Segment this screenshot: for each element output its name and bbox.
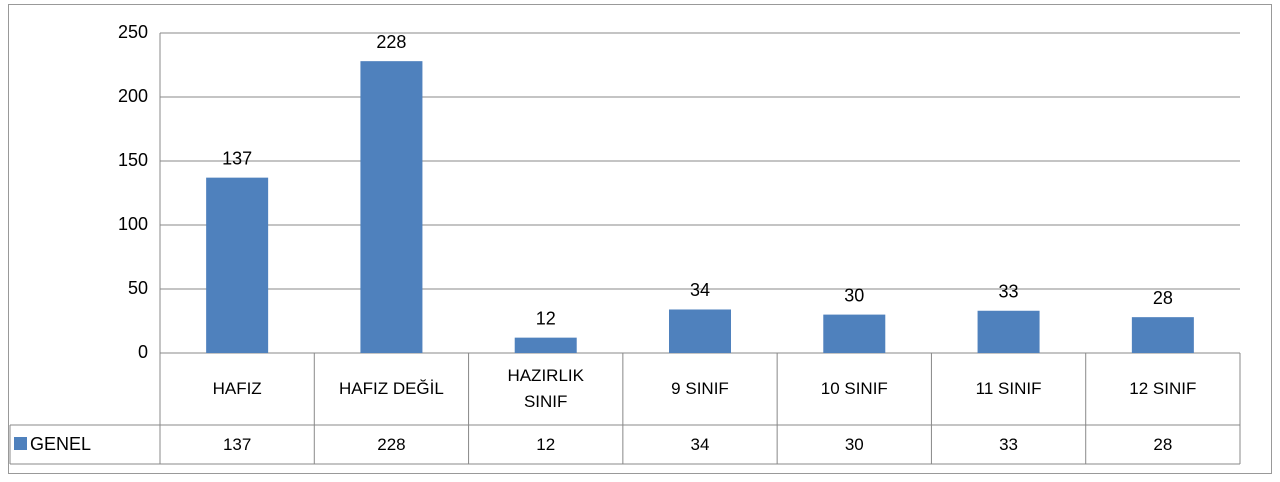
data-label: 12 (536, 308, 556, 328)
y-tick-label: 0 (138, 342, 148, 362)
table-value: 228 (314, 425, 468, 464)
x-tick-label: 12 SINIF (1086, 353, 1240, 425)
data-label: 33 (999, 282, 1019, 302)
table-value: 28 (1086, 425, 1240, 464)
data-label: 28 (1153, 288, 1173, 308)
x-tick-label: 11 SINIF (931, 353, 1085, 425)
table-value-text: 12 (536, 434, 556, 454)
bar (206, 177, 269, 353)
x-tick-label-text: 11 SINIF (975, 379, 1042, 398)
bar (669, 309, 731, 353)
table-value-text: 228 (377, 434, 406, 454)
table-value: 137 (160, 425, 314, 464)
table-value-text: 28 (1153, 434, 1173, 454)
table-value-text: 137 (222, 434, 252, 454)
data-label: 30 (844, 285, 864, 305)
x-tick-label: 9 SINIF (623, 353, 777, 425)
table-value: 34 (623, 425, 777, 464)
y-tick-label: 50 (128, 278, 148, 298)
x-tick-label-text: 9 SINIF (671, 379, 729, 398)
legend-swatch (14, 437, 27, 450)
x-tick-label: HAFIZ DEĞİL (314, 353, 468, 425)
data-label: 228 (376, 32, 406, 52)
table-value-text: 30 (844, 434, 864, 454)
x-tick-label-text: 10 SINIF (820, 379, 888, 398)
bar (977, 310, 1040, 353)
table-value-text: 33 (999, 434, 1019, 454)
bar (514, 337, 577, 353)
table-value: 30 (777, 425, 931, 464)
y-tick-label: 150 (118, 150, 148, 170)
x-tick-label-text: HAZIRLIK SINIF (507, 366, 584, 411)
y-tick-label: 250 (118, 22, 148, 42)
x-tick-label: HAFIZ (160, 353, 314, 425)
table-value: 12 (469, 425, 623, 464)
bar (1131, 317, 1194, 353)
bar (360, 61, 423, 353)
data-label: 34 (690, 280, 710, 300)
x-tick-label-text: 12 SINIF (1129, 379, 1197, 398)
x-tick-label: 10 SINIF (777, 353, 931, 425)
y-tick-label: 100 (118, 214, 148, 234)
x-tick-label: HAZIRLIK SINIF (469, 353, 623, 425)
table-value-text: 34 (690, 434, 710, 454)
bar (823, 314, 886, 353)
legend-label: GENEL (30, 434, 91, 454)
y-tick-label: 200 (118, 86, 148, 106)
x-tick-label-text: HAFIZ (212, 379, 262, 398)
chart-frame (8, 4, 1272, 474)
data-label: 137 (222, 148, 252, 168)
x-tick-label-text: HAFIZ DEĞİL (338, 379, 444, 398)
table-value: 33 (931, 425, 1085, 464)
